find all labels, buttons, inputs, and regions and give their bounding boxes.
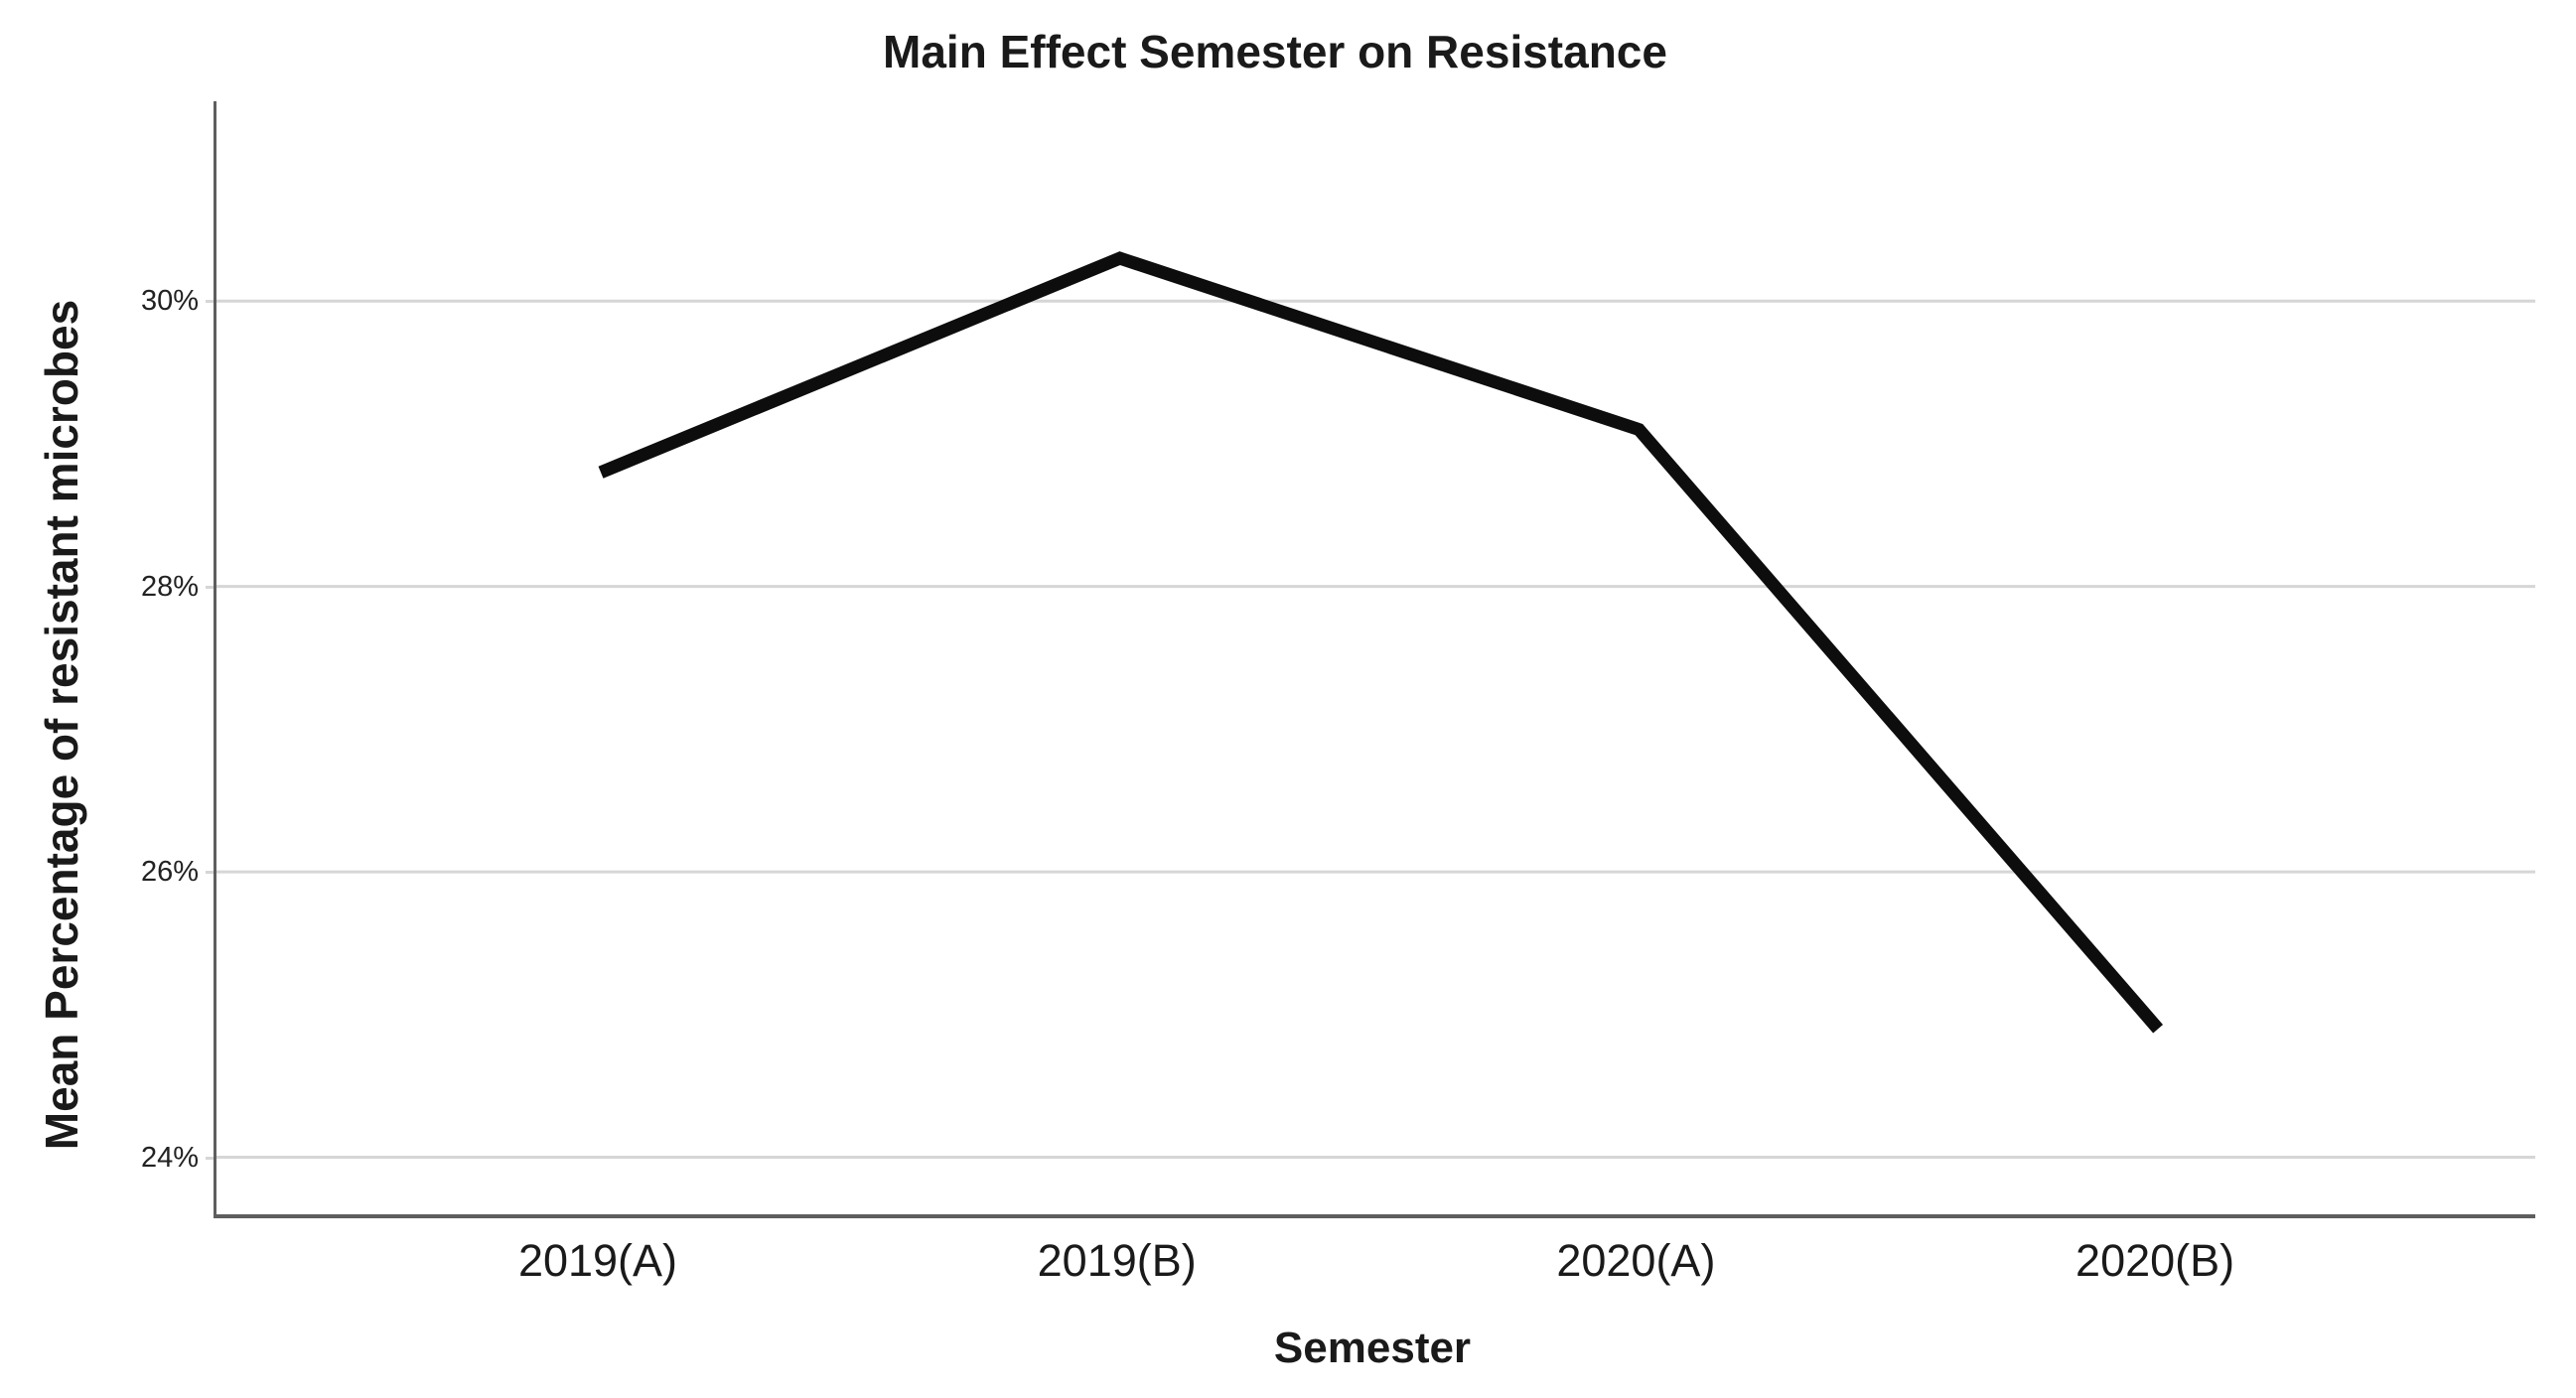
y-tick-label: 26%	[140, 856, 199, 889]
y-tick-label: 30%	[140, 285, 199, 318]
y-tick-mark	[206, 585, 214, 589]
chart-title: Main Effect Semester on Resistance	[883, 26, 1667, 77]
y-tick-mark	[206, 300, 214, 304]
x-axis-title: Semester	[1273, 1324, 1472, 1372]
x-tick-label: 2019(B)	[1037, 1235, 1197, 1286]
plot-svg	[216, 251, 2535, 1160]
y-axis-title: Mean Percentage of resistant microbes	[36, 299, 87, 1151]
x-tick-label: 2019(A)	[517, 1235, 678, 1286]
x-tick-label: 2020(B)	[2075, 1235, 2235, 1286]
y-tick-mark	[206, 1156, 214, 1160]
x-tick-label: 2020(A)	[1556, 1235, 1716, 1286]
plot-area	[214, 101, 2535, 1218]
y-tick-label: 24%	[140, 1141, 199, 1174]
data-line	[598, 251, 2164, 1034]
y-tick-label: 28%	[140, 570, 199, 603]
y-tick-mark	[206, 871, 214, 875]
